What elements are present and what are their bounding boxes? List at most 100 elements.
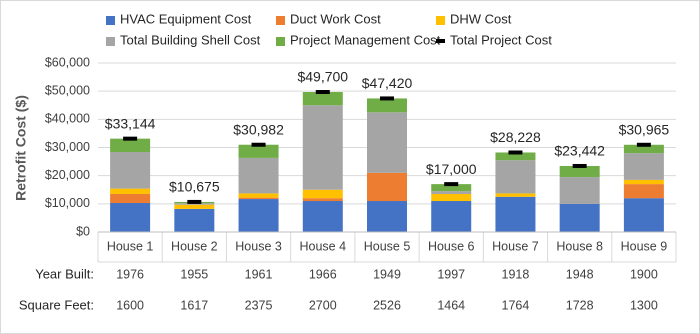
x-tick-label: House 7 bbox=[492, 239, 539, 253]
data-label: $17,000 bbox=[426, 161, 477, 177]
table-cell: 1728 bbox=[566, 298, 594, 312]
total-marker bbox=[572, 163, 587, 168]
table-cell: 1764 bbox=[502, 298, 530, 312]
y-tick-label: $10,000 bbox=[45, 196, 90, 210]
legend-swatch bbox=[436, 16, 445, 25]
bar-segment bbox=[302, 92, 343, 106]
bar-segment bbox=[238, 197, 279, 200]
bar-segment bbox=[302, 189, 343, 199]
y-tick-label: $20,000 bbox=[45, 168, 90, 182]
bar-segment bbox=[495, 160, 536, 194]
table-cell: 1961 bbox=[245, 267, 273, 281]
x-tick-label: House 1 bbox=[107, 239, 154, 253]
total-marker bbox=[444, 182, 459, 187]
bar-segment bbox=[302, 201, 343, 232]
table-cell: 1949 bbox=[373, 267, 401, 281]
bar-segment bbox=[367, 201, 407, 232]
legend-label: Project Management Cost bbox=[290, 32, 441, 47]
bar-segment bbox=[623, 198, 664, 232]
bar-segment bbox=[238, 193, 279, 198]
data-label: $30,982 bbox=[233, 121, 284, 137]
legend-swatch bbox=[106, 37, 115, 46]
table-cell: 1997 bbox=[437, 267, 465, 281]
data-label: $49,700 bbox=[297, 69, 348, 85]
data-label: $23,442 bbox=[554, 143, 605, 159]
table-cell: 1900 bbox=[630, 267, 658, 281]
data-label: $30,965 bbox=[619, 121, 670, 137]
bar-segment bbox=[623, 179, 664, 185]
table-cell: 1955 bbox=[180, 267, 208, 281]
bar-segment bbox=[559, 203, 600, 232]
y-axis-title: Retrofit Cost ($) bbox=[13, 95, 29, 201]
bar-segment bbox=[495, 193, 536, 197]
bar-segment bbox=[623, 144, 664, 154]
table-cell: 1918 bbox=[502, 267, 530, 281]
legend-swatch bbox=[436, 39, 445, 43]
x-tick-label: House 2 bbox=[171, 239, 218, 253]
table-cell: 1464 bbox=[437, 298, 465, 312]
bar-segment bbox=[110, 138, 151, 153]
table-row-label: Square Feet: bbox=[19, 297, 94, 312]
bar-segment bbox=[431, 201, 472, 232]
bar-segment bbox=[623, 184, 664, 199]
bar-segment bbox=[431, 184, 472, 192]
bar-segment bbox=[174, 203, 215, 205]
table-cell: 1600 bbox=[116, 298, 144, 312]
legend-swatch bbox=[276, 16, 285, 25]
bar-segment bbox=[110, 202, 151, 232]
table-cell: 1617 bbox=[180, 298, 208, 312]
legend-label: Total Building Shell Cost bbox=[120, 32, 261, 47]
y-tick-label: $50,000 bbox=[45, 83, 90, 97]
bar-segment bbox=[174, 208, 215, 232]
table-cell: 1948 bbox=[566, 267, 594, 281]
x-tick-label: House 3 bbox=[235, 239, 282, 253]
x-tick-label: House 4 bbox=[299, 239, 346, 253]
bar-segment bbox=[238, 144, 279, 158]
legend-swatch bbox=[106, 16, 115, 25]
total-marker bbox=[380, 96, 394, 101]
bar-segment bbox=[110, 152, 151, 189]
legend-label: DHW Cost bbox=[450, 11, 512, 26]
table-cell: 1300 bbox=[630, 298, 658, 312]
x-tick-label: House 5 bbox=[364, 239, 411, 253]
bar-segment bbox=[302, 198, 343, 202]
y-tick-label: $40,000 bbox=[45, 112, 90, 126]
bar-segment bbox=[302, 105, 343, 190]
table-cell: 1976 bbox=[116, 267, 144, 281]
bar-segment bbox=[495, 196, 536, 232]
bar-segment bbox=[238, 157, 279, 194]
legend-label: Duct Work Cost bbox=[290, 11, 381, 26]
bar-segment bbox=[559, 177, 600, 204]
bar-segment bbox=[559, 165, 600, 178]
total-marker bbox=[187, 199, 202, 204]
bar-segment bbox=[367, 98, 407, 113]
bar-segment bbox=[367, 172, 407, 202]
data-label: $28,228 bbox=[490, 129, 541, 145]
table-cell: 2375 bbox=[245, 298, 273, 312]
bar-segment bbox=[238, 199, 279, 232]
y-tick-label: $0 bbox=[76, 224, 90, 238]
y-tick-label: $60,000 bbox=[45, 55, 90, 69]
bar-segment bbox=[623, 153, 664, 180]
total-marker bbox=[315, 90, 330, 95]
y-tick-label: $30,000 bbox=[45, 140, 90, 154]
total-marker bbox=[123, 136, 138, 141]
x-tick-label: House 9 bbox=[621, 239, 668, 253]
bar-segment bbox=[110, 193, 151, 203]
table-cell: 2700 bbox=[309, 298, 337, 312]
data-label: $47,420 bbox=[362, 75, 413, 91]
legend-label: HVAC Equipment Cost bbox=[120, 11, 252, 26]
total-marker bbox=[636, 142, 651, 147]
table-cell: 1966 bbox=[309, 267, 337, 281]
total-marker bbox=[508, 150, 523, 155]
legend-swatch bbox=[276, 37, 285, 46]
x-tick-label: House 8 bbox=[556, 239, 603, 253]
table-row-label: Year Built: bbox=[35, 266, 94, 281]
bar-segment bbox=[367, 112, 407, 173]
bar-segment bbox=[110, 188, 151, 194]
table-cell: 2526 bbox=[373, 298, 401, 312]
bar-segment bbox=[495, 152, 536, 161]
bar-segment bbox=[431, 191, 472, 194]
